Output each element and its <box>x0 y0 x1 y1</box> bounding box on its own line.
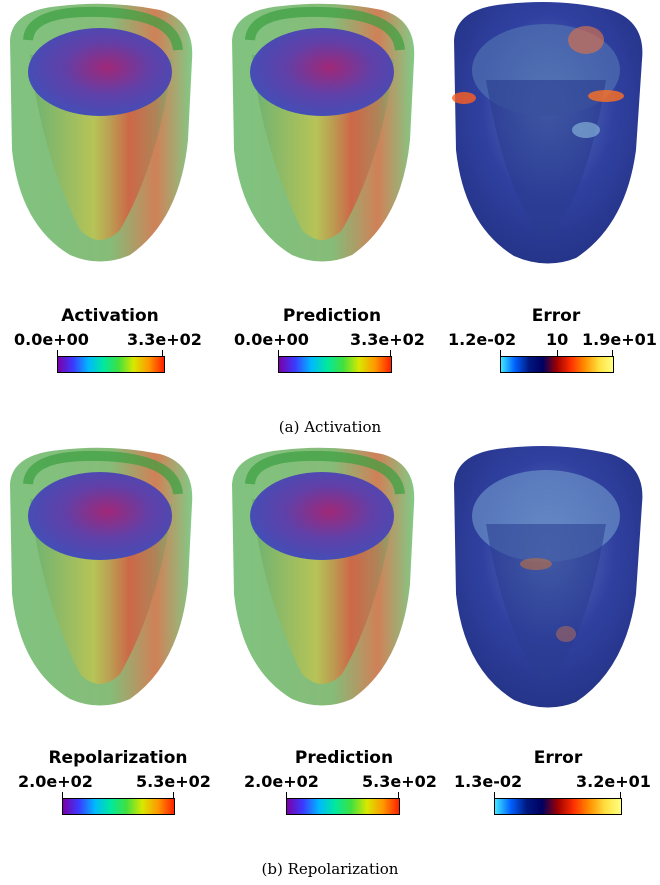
colorbar-title: Prediction <box>282 306 382 326</box>
colorbar-repolarization-prediction: Prediction 2.0e+02 5.3e+02 <box>244 748 444 828</box>
colorbar-title: Prediction <box>294 748 394 768</box>
repolarization-prediction-render <box>222 444 432 714</box>
colorbar-title: Activation <box>61 306 159 326</box>
colorbar-min-label: 1.2e-02 <box>448 330 517 349</box>
colorbar-activation-prediction: Prediction 0.0e+00 3.3e+02 <box>232 306 432 386</box>
colorbar-gradient <box>286 798 400 815</box>
colorbar-min-label: 2.0e+02 <box>18 772 93 791</box>
heart-mesh-render <box>10 3 193 262</box>
colorbar-mid-label: 10 <box>546 330 569 349</box>
heart-mesh-render <box>10 447 193 706</box>
colorbar-title: Error <box>533 748 583 768</box>
colorbar-title: Repolarization <box>48 748 188 768</box>
colorbar-gradient <box>62 798 175 815</box>
colorbar-gradient <box>57 356 165 373</box>
heart-mesh-render <box>454 446 643 708</box>
colorbar-min-label: 1.3e-02 <box>454 772 523 791</box>
colorbar-gradient <box>494 798 622 815</box>
colorbar-max-label: 3.3e+02 <box>350 330 425 349</box>
colorbar-min-label: 0.0e+00 <box>234 330 309 349</box>
colorbar-title: Error <box>531 306 581 326</box>
heart-mesh-render <box>232 3 415 262</box>
colorbar-gradient <box>500 356 614 373</box>
caption-repolarization: (b) Repolarization <box>261 860 399 878</box>
colorbar-activation: Activation 0.0e+00 3.3e+02 <box>10 306 210 386</box>
colorbar-max-label: 5.3e+02 <box>136 772 211 791</box>
activation-error-render <box>446 0 656 270</box>
colorbar-max-label: 5.3e+02 <box>362 772 437 791</box>
activation-ground-truth-render <box>0 0 210 270</box>
activation-prediction-render <box>222 0 432 270</box>
colorbar-min-label: 0.0e+00 <box>14 330 89 349</box>
colorbar-repolarization: Repolarization 2.0e+02 5.3e+02 <box>18 748 218 828</box>
caption-activation: (a) Activation <box>278 418 382 436</box>
colorbar-activation-error: Error 1.2e-02 10 1.9e+01 <box>448 306 657 386</box>
colorbar-repolarization-error: Error 1.3e-02 3.2e+01 <box>454 748 658 828</box>
colorbar-max-label: 3.3e+02 <box>127 330 202 349</box>
colorbar-max-label: 3.2e+01 <box>576 772 651 791</box>
repolarization-ground-truth-render <box>0 444 210 714</box>
heart-mesh-render <box>232 447 415 706</box>
heart-mesh-render <box>452 2 643 264</box>
colorbar-min-label: 2.0e+02 <box>244 772 319 791</box>
colorbar-gradient <box>278 356 392 373</box>
repolarization-error-render <box>446 444 656 714</box>
colorbar-max-label: 1.9e+01 <box>582 330 657 349</box>
